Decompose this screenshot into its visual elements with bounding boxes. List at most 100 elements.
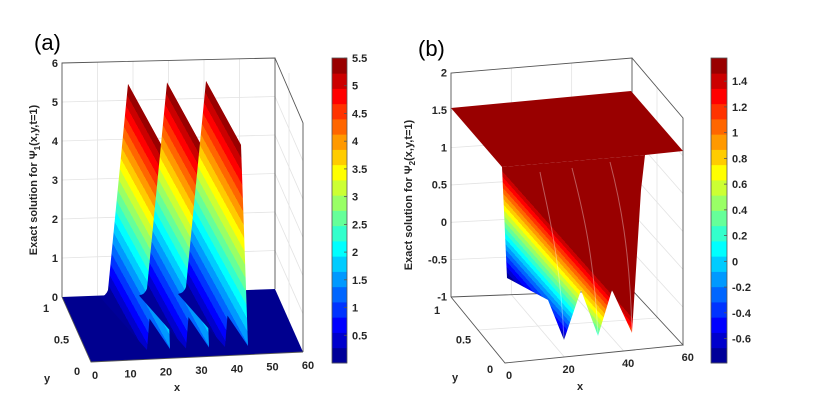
colorbar-band xyxy=(332,332,347,349)
colorbar-band xyxy=(332,180,347,196)
colorbar-tick-label: 1 xyxy=(732,128,738,140)
colorbar-tick-label: -0.4 xyxy=(732,308,752,320)
colorbar-tick-label: 1 xyxy=(352,303,358,315)
z-tick-label: -1 xyxy=(437,292,447,304)
colorbar-band xyxy=(332,58,347,74)
x-tick-label: 60 xyxy=(682,352,694,364)
colorbar-band xyxy=(332,103,347,120)
colorbar-tick-label: 0.5 xyxy=(352,330,367,342)
colorbar-band xyxy=(332,149,347,166)
colorbar-band xyxy=(332,256,347,272)
colorbar-band xyxy=(711,134,727,150)
colorbar-tick-label: 2 xyxy=(352,247,358,259)
colorbar-band xyxy=(711,195,727,211)
z-tick-label: 0 xyxy=(441,217,447,229)
ridge-left-face xyxy=(100,84,163,350)
axis-lines-a xyxy=(61,296,304,363)
surface-wall-b xyxy=(502,155,645,340)
z-tick-label: 1.5 xyxy=(432,105,447,117)
colorbar-band xyxy=(332,119,347,135)
panel-label-a: (a) xyxy=(34,30,61,55)
z-tick-label: 1 xyxy=(441,142,447,154)
colorbar-band xyxy=(711,103,727,120)
colorbar-band xyxy=(332,317,347,333)
x-tick-label: 30 xyxy=(195,365,207,377)
x-tick-label: 20 xyxy=(160,367,172,379)
z-tick-label: 2 xyxy=(441,68,447,80)
colorbar-tick-label: 5 xyxy=(352,81,358,93)
colorbar-band xyxy=(711,241,727,257)
x-tick-label: 0 xyxy=(92,370,98,382)
x-tick-label: 0 xyxy=(506,370,512,382)
z-tick-label: 0 xyxy=(52,292,58,304)
colorbar-band xyxy=(711,256,727,272)
colorbar-band xyxy=(711,271,727,288)
colorbar-tick-label: 5.5 xyxy=(352,53,367,65)
colorbar-band xyxy=(711,73,727,89)
colorbar-band xyxy=(711,164,727,181)
colorbar-tick-label: 4 xyxy=(352,136,359,148)
ridge-left-face xyxy=(139,82,202,349)
y-tick-label: 0 xyxy=(487,364,493,376)
colorbar-b: -0.6 -0.4 -0.2 0 0.2 0.4 0.6 0.8 1 1.2 1.4 xyxy=(710,57,752,364)
colorbar-tick-label: 4.5 xyxy=(352,108,367,120)
y-axis-label-a: y xyxy=(44,373,51,385)
y-axis-label-b: y xyxy=(452,372,459,384)
x-tick-label: 60 xyxy=(302,360,314,372)
z-tick-label: 6 xyxy=(52,58,58,70)
colorbar-tick-label: 0 xyxy=(732,256,738,268)
x-tick-label: 10 xyxy=(124,368,136,380)
x-tick-label: 50 xyxy=(266,362,278,374)
y-tick-label: 0.5 xyxy=(456,335,471,347)
colorbar-band xyxy=(332,210,347,227)
y-tick-label: 0 xyxy=(74,366,80,378)
colorbar-tick-label: 1.5 xyxy=(352,275,367,287)
colorbar-band xyxy=(711,58,727,74)
colorbar-band xyxy=(332,225,347,242)
x-tick-label: 20 xyxy=(562,364,574,376)
colorbar-band xyxy=(332,164,347,181)
colorbar-band xyxy=(711,286,727,303)
colorbar-band xyxy=(711,332,727,349)
colorbar-tick-label: -0.6 xyxy=(732,334,751,346)
colorbar-tick-label: 0.4 xyxy=(732,205,748,217)
colorbar-band xyxy=(332,286,347,303)
colorbar-frame xyxy=(331,57,348,364)
z-axis-label-a: Exact solution for Ψ1(x,y,t=1) xyxy=(28,104,42,255)
surface-ridge xyxy=(178,81,248,347)
colorbar-band xyxy=(711,302,727,318)
colorbar-tick-label: 0.8 xyxy=(732,153,747,165)
colorbar-band xyxy=(332,134,347,150)
colorbar-tick-label: 2.5 xyxy=(352,219,367,231)
z-tick-label: 2 xyxy=(52,214,58,226)
z-tick-label: 4 xyxy=(52,136,59,148)
colorbar-band xyxy=(332,195,347,211)
colorbar-band xyxy=(332,88,347,105)
z-tick-label: 1 xyxy=(52,253,58,265)
colorbar-a: 0.5 1 1.5 2 2.5 3 3.5 4 4.5 5 5.5 xyxy=(331,53,367,364)
colorbar-band xyxy=(711,119,727,135)
colorbar-tick-label: -0.2 xyxy=(732,282,751,294)
y-tick-label: 1 xyxy=(434,305,440,317)
colorbar-band xyxy=(711,225,727,242)
y-tick-label: 0.5 xyxy=(54,335,69,347)
colorbar-band xyxy=(332,73,347,89)
colorbar-band xyxy=(711,149,727,166)
z-tick-label: 5 xyxy=(52,97,58,109)
colorbar-band xyxy=(332,347,347,364)
colorbar-tick-label: 3.5 xyxy=(352,164,367,176)
z-axis-label-b: Exact solution for Ψ2(x,y,t=1) xyxy=(403,119,417,270)
x-axis-label-a: x xyxy=(174,382,181,394)
y-tick-label: 1 xyxy=(43,303,49,315)
panel-label-b: (b) xyxy=(418,36,445,61)
colorbar-band xyxy=(332,241,347,257)
colorbar-band xyxy=(711,88,727,105)
axes-box-a xyxy=(61,57,304,352)
colorbar-tick-label: 1.2 xyxy=(732,102,747,114)
colorbar-band xyxy=(711,210,727,227)
